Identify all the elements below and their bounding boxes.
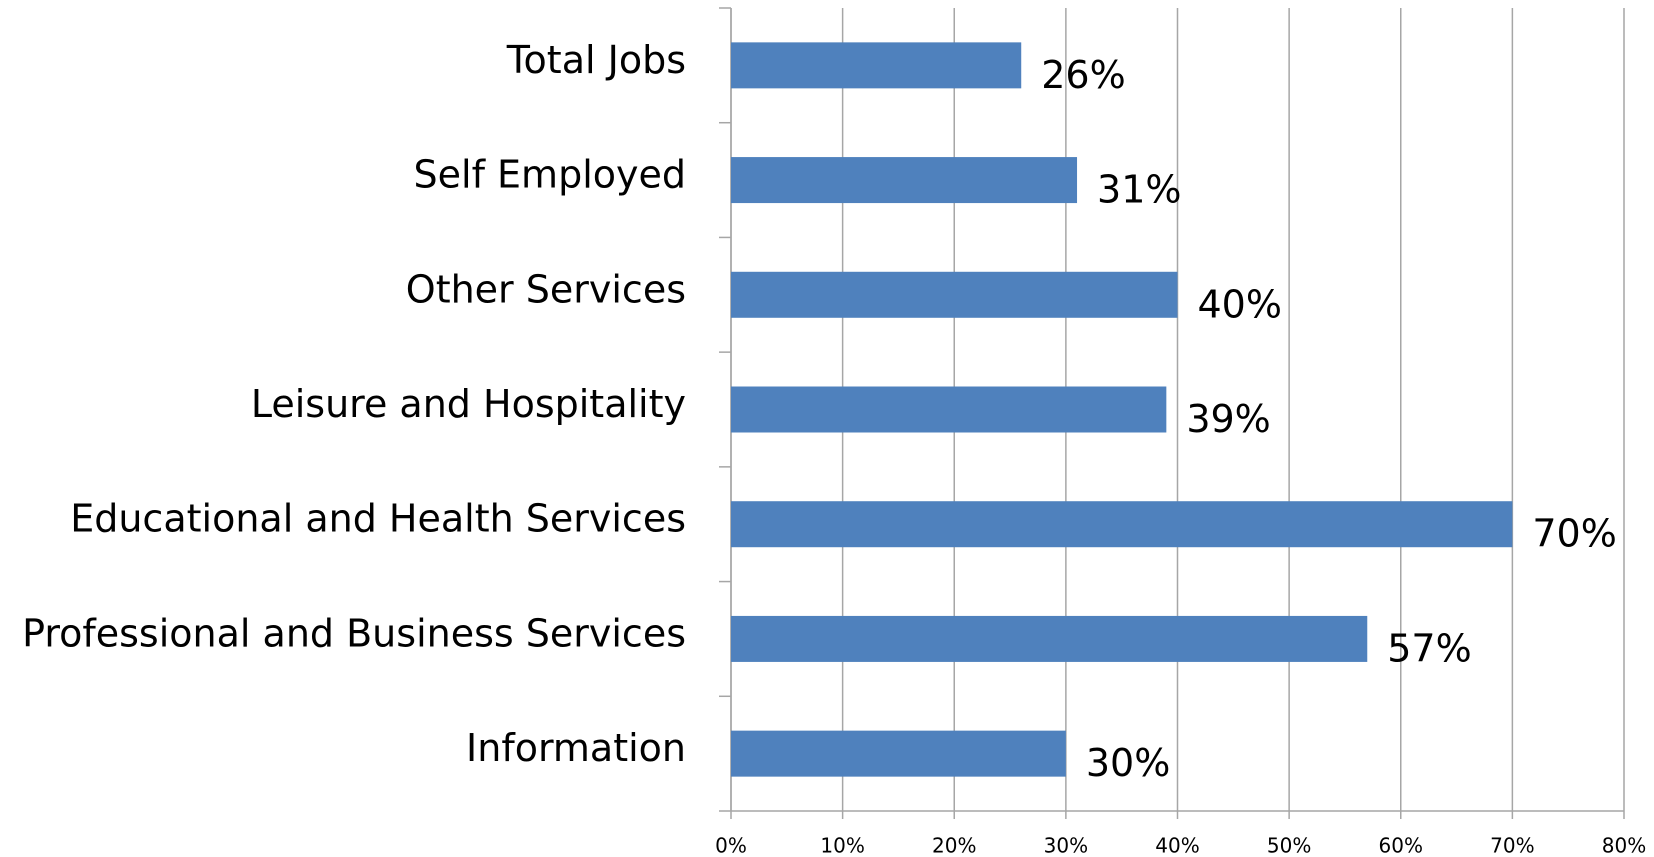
x-tick-label: 40% — [1155, 834, 1199, 857]
y-tick-label: Leisure and Hospitality — [251, 382, 686, 426]
data-label: 30% — [1086, 741, 1170, 785]
x-tick-label: 0% — [715, 834, 747, 857]
data-label: 26% — [1041, 53, 1125, 97]
bar — [731, 157, 1078, 204]
data-label: 57% — [1387, 626, 1471, 670]
x-tick-label: 30% — [1044, 834, 1088, 857]
x-tick-label: 60% — [1379, 834, 1423, 857]
x-tick-label: 20% — [932, 834, 976, 857]
bar — [731, 386, 1167, 433]
bar — [731, 501, 1513, 548]
data-label: 40% — [1198, 282, 1282, 326]
bar — [731, 42, 1022, 89]
bar — [731, 730, 1066, 777]
bar — [731, 615, 1368, 662]
bar — [731, 271, 1178, 318]
data-label: 70% — [1532, 512, 1616, 556]
y-tick-label: Professional and Business Services — [22, 611, 686, 655]
x-tick-label: 50% — [1267, 834, 1311, 857]
y-tick-label: Other Services — [406, 267, 686, 311]
y-tick-label: Self Employed — [414, 153, 686, 197]
y-tick-label: Information — [466, 726, 686, 770]
data-label: 31% — [1097, 168, 1181, 212]
data-label: 39% — [1186, 397, 1270, 441]
x-tick-label: 10% — [820, 834, 864, 857]
x-tick-label: 80% — [1602, 834, 1646, 857]
y-tick-label: Total Jobs — [506, 38, 686, 82]
x-tick-label: 70% — [1490, 834, 1534, 857]
y-tick-label: Educational and Health Services — [70, 497, 686, 541]
